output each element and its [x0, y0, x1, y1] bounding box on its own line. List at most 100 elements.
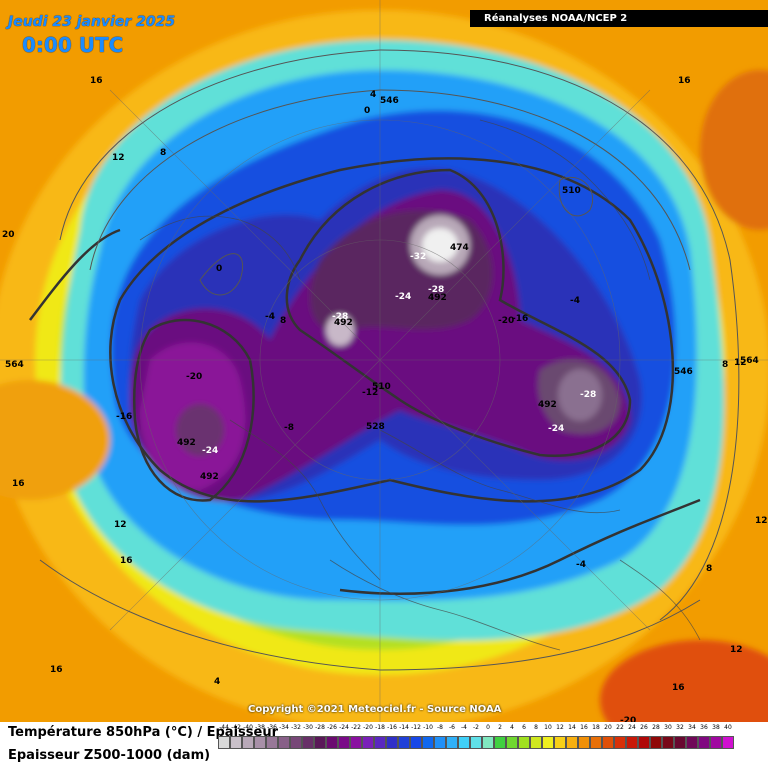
contour-label: -20	[186, 372, 203, 382]
contour-label: 546	[674, 367, 693, 377]
scale-swatch	[698, 736, 710, 749]
scale-swatch	[278, 736, 290, 749]
scale-tick-label: 34	[688, 724, 696, 731]
scale-swatch	[686, 736, 698, 749]
contour-label: 4	[214, 677, 221, 687]
scale-tick-label: 38	[712, 724, 720, 731]
scale-swatch	[290, 736, 302, 749]
scale-swatch	[314, 736, 326, 749]
temperature-map	[0, 0, 768, 722]
scale-tick-label: 4	[510, 724, 514, 731]
contour-label: 4	[370, 90, 377, 100]
contour-label: -28	[332, 312, 349, 322]
thickness-contours-bold	[29, 157, 701, 595]
contour-label: -28	[428, 285, 445, 295]
scale-tick-label: 8	[534, 724, 538, 731]
contour-label: 510	[562, 186, 581, 196]
contour-label: 20	[2, 230, 15, 240]
scale-tick-label: -22	[351, 724, 361, 731]
scale-tick-label: 30	[664, 724, 672, 731]
contour-label: -12	[362, 388, 379, 398]
scale-swatch	[410, 736, 422, 749]
scale-tick-label: 22	[616, 724, 624, 731]
contour-label: 16	[120, 556, 133, 566]
scale-tick-label: -4	[461, 724, 467, 731]
contour-label: 16	[12, 479, 25, 489]
scale-swatch	[254, 736, 266, 749]
scale-tick-label: -20	[363, 724, 373, 731]
contour-label: -24	[202, 446, 219, 456]
scale-tick-label: 32	[676, 724, 684, 731]
contour-label: 492	[428, 293, 447, 303]
scale-tick-label: 12	[556, 724, 564, 731]
scale-swatch	[482, 736, 494, 749]
scale-tick-label: 6	[522, 724, 526, 731]
cold-pool-core-2	[326, 314, 354, 346]
legend-panel: Température 850hPa (°C) / Epaisseur Epai…	[0, 722, 768, 768]
scale-swatch	[230, 736, 242, 749]
contour-label: -8	[284, 423, 294, 433]
contour-label: 510	[372, 382, 391, 392]
contour-label: 12	[755, 516, 768, 526]
scale-swatch	[554, 736, 566, 749]
contour-label: 492	[200, 472, 219, 482]
scale-swatch	[602, 736, 614, 749]
scale-swatch	[578, 736, 590, 749]
copyright-text: Copyright ©2021 Meteociel.fr - Source NO…	[248, 704, 502, 715]
scale-swatch	[350, 736, 362, 749]
scale-swatch	[338, 736, 350, 749]
scale-tick-label: -36	[267, 724, 277, 731]
scale-tick-label: -16	[387, 724, 397, 731]
scale-tick-label: -44	[219, 724, 229, 731]
contour-label: 492	[538, 400, 557, 410]
contour-label: -32	[410, 252, 427, 262]
contour-label: 16	[90, 76, 103, 86]
contour-label: -16	[512, 314, 529, 324]
scale-tick-label: -12	[411, 724, 421, 731]
scale-tick-label: -24	[339, 724, 349, 731]
contour-label: 16	[50, 665, 63, 675]
scale-swatch	[458, 736, 470, 749]
map-time: 0:00 UTC	[22, 33, 124, 57]
contour-label: -4	[576, 560, 586, 570]
contour-label: 8	[280, 316, 287, 326]
vortex-core	[422, 228, 458, 262]
scale-swatch	[494, 736, 506, 749]
contour-label: 12	[734, 358, 747, 368]
contour-label: -20	[498, 316, 515, 326]
cold-pool-core-4	[176, 404, 224, 456]
scale-tick-label: 40	[724, 724, 732, 731]
scale-swatch	[422, 736, 434, 749]
contour-label: -24	[548, 424, 565, 434]
contour-label: -24	[395, 292, 412, 302]
contour-label: -16	[116, 412, 133, 422]
contour-label: 12	[114, 520, 127, 530]
contour-label: 564	[740, 356, 759, 366]
scale-tick-label: -42	[231, 724, 241, 731]
scale-tick-label: -32	[291, 724, 301, 731]
scale-tick-label: -14	[399, 724, 409, 731]
legend-title-thickness: Epaisseur Z500-1000 (dam)	[8, 748, 211, 763]
scale-tick-label: 2	[498, 724, 502, 731]
scale-swatch	[506, 736, 518, 749]
contour-label: 546	[380, 96, 399, 106]
scale-tick-label: -2	[473, 724, 479, 731]
scale-tick-label: -40	[243, 724, 253, 731]
scale-tick-label: 0	[486, 724, 490, 731]
scale-swatch	[614, 736, 626, 749]
scale-tick-label: 16	[580, 724, 588, 731]
legend-title-temperature: Température 850hPa (°C) / Epaisseur	[8, 725, 278, 740]
scale-swatch	[722, 736, 734, 749]
contour-label: -20	[620, 716, 637, 726]
scale-swatch	[218, 736, 230, 749]
contour-label: -28	[580, 390, 597, 400]
scale-swatch	[386, 736, 398, 749]
scale-tick-label: 28	[652, 724, 660, 731]
scale-swatch	[446, 736, 458, 749]
scale-swatch	[518, 736, 530, 749]
coastlines	[139, 119, 701, 651]
scale-swatch	[590, 736, 602, 749]
scale-swatch	[242, 736, 254, 749]
contour-label: 492	[334, 318, 353, 328]
scale-tick-label: -18	[375, 724, 385, 731]
